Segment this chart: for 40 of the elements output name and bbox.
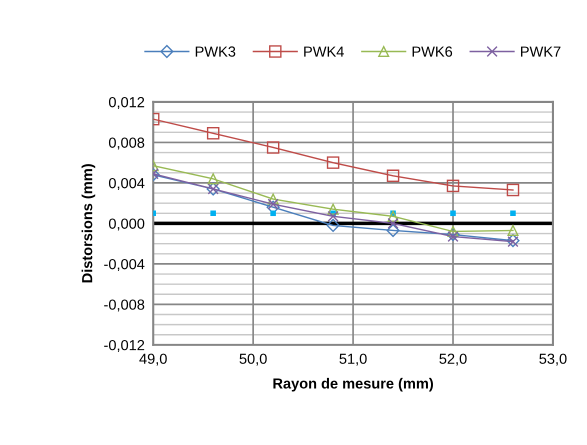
point	[326, 156, 340, 169]
point	[447, 230, 459, 242]
point	[270, 210, 276, 216]
point	[268, 194, 279, 205]
y-axis-title: Distorsions (mm)	[82, 164, 96, 282]
point	[388, 210, 399, 222]
x-tick-label: 49,0	[139, 354, 167, 366]
point	[388, 218, 399, 229]
point	[446, 180, 460, 192]
point	[506, 184, 520, 196]
point	[328, 204, 339, 215]
point	[507, 224, 519, 236]
y-tick-label: -0,012	[104, 340, 144, 352]
y-tick-label: -0,004	[104, 258, 144, 272]
x-tick-label: 51,0	[339, 354, 367, 366]
point	[447, 226, 459, 238]
point	[386, 224, 400, 238]
point	[450, 210, 456, 216]
x-tick-label: 52,0	[439, 354, 467, 366]
point	[326, 218, 340, 232]
point	[266, 141, 280, 154]
legend-label: PWK3	[196, 46, 236, 57]
point	[210, 210, 216, 216]
y-tick-label: 0,012	[108, 97, 144, 110]
point	[386, 170, 400, 182]
point	[510, 210, 516, 216]
legend-label: PWK6	[412, 46, 452, 57]
point	[328, 210, 339, 222]
point	[206, 127, 220, 140]
x-tick-label: 50,0	[240, 354, 267, 366]
y-tick-label: 0,008	[108, 138, 144, 150]
legend-label: PWK7	[521, 46, 560, 57]
point	[268, 198, 279, 210]
x-tick-label: 53,0	[539, 354, 567, 366]
point	[208, 173, 219, 184]
y-tick-label: 0,004	[108, 178, 144, 190]
y-tick-label: 0,000	[108, 218, 144, 231]
legend-label: PWK4	[304, 46, 344, 57]
x-axis-title: Rayon de mesure (mm)	[273, 378, 433, 392]
y-tick-label: -0,008	[104, 299, 144, 312]
